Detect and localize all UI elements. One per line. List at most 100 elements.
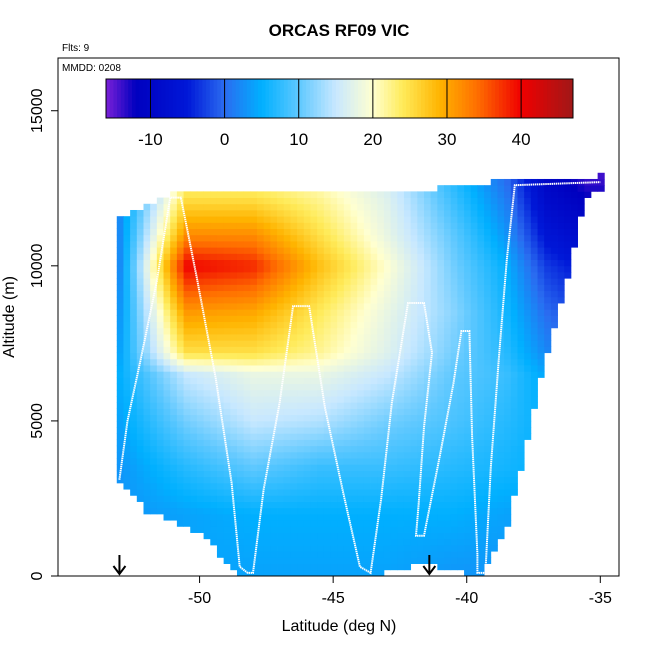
- heatmap-cell: [277, 210, 284, 217]
- heatmap-cell: [377, 303, 384, 310]
- colorbar-segment: [373, 79, 377, 118]
- heatmap-cell: [277, 266, 284, 273]
- heatmap-cell: [317, 533, 324, 540]
- heatmap-cell: [217, 284, 224, 291]
- heatmap-cell: [497, 495, 504, 502]
- heatmap-cell: [224, 309, 231, 316]
- heatmap-cell: [504, 458, 511, 465]
- heatmap-cell: [391, 514, 398, 521]
- heatmap-cell: [290, 359, 297, 366]
- heatmap-cell: [290, 253, 297, 260]
- heatmap-cell: [384, 278, 391, 285]
- heatmap-cell: [217, 483, 224, 490]
- heatmap-cell: [310, 191, 317, 198]
- colorbar-segment: [328, 79, 332, 118]
- heatmap-cell: [564, 210, 571, 217]
- heatmap-cell: [464, 564, 471, 571]
- heatmap-cell: [397, 421, 404, 428]
- heatmap-cell: [531, 359, 538, 366]
- heatmap-cell: [197, 365, 204, 372]
- heatmap-cell: [371, 409, 378, 416]
- heatmap-cell: [217, 545, 224, 552]
- heatmap-cell: [277, 564, 284, 571]
- heatmap-cell: [444, 253, 451, 260]
- heatmap-cell: [451, 185, 458, 192]
- heatmap-cell: [123, 266, 130, 273]
- heatmap-cell: [517, 216, 524, 223]
- heatmap-cell: [484, 303, 491, 310]
- heatmap-cell: [391, 346, 398, 353]
- heatmap-cell: [217, 359, 224, 366]
- heatmap-cell: [143, 433, 150, 440]
- heatmap-cell: [190, 458, 197, 465]
- heatmap-cell: [264, 235, 271, 242]
- colorbar-segment: [562, 79, 566, 118]
- heatmap-cell: [511, 247, 518, 254]
- heatmap-cell: [391, 260, 398, 267]
- heatmap-cell: [391, 328, 398, 335]
- heatmap-cell: [197, 415, 204, 422]
- heatmap-cell: [217, 210, 224, 217]
- colorbar-segment: [510, 79, 514, 118]
- heatmap-cell: [190, 502, 197, 509]
- heatmap-cell: [531, 340, 538, 347]
- heatmap-cell: [457, 514, 464, 521]
- heatmap-cell: [250, 415, 257, 422]
- heatmap-cell: [310, 253, 317, 260]
- heatmap-cell: [257, 421, 264, 428]
- heatmap-cell: [284, 229, 291, 236]
- heatmap-cell: [511, 266, 518, 273]
- heatmap-cell: [417, 272, 424, 279]
- heatmap-cell: [437, 309, 444, 316]
- heatmap-cell: [337, 322, 344, 329]
- heatmap-cell: [511, 365, 518, 372]
- heatmap-cell: [571, 241, 578, 248]
- heatmap-cell: [197, 402, 204, 409]
- heatmap-cell: [170, 464, 177, 471]
- heatmap-cell: [558, 229, 565, 236]
- heatmap-cell: [143, 353, 150, 360]
- heatmap-cell: [351, 396, 358, 403]
- heatmap-cell: [330, 346, 337, 353]
- heatmap-cell: [337, 508, 344, 515]
- heatmap-cell: [270, 533, 277, 540]
- heatmap-cell: [524, 322, 531, 329]
- heatmap-cell: [184, 353, 191, 360]
- colorbar-segment: [276, 79, 280, 118]
- heatmap-cell: [284, 564, 291, 571]
- heatmap-cell: [451, 210, 458, 217]
- colorbar-segment: [566, 79, 570, 118]
- heatmap-cell: [531, 315, 538, 322]
- heatmap-cell: [344, 229, 351, 236]
- colorbar-segment: [406, 79, 410, 118]
- heatmap-cell: [397, 557, 404, 564]
- heatmap-cell: [357, 489, 364, 496]
- heatmap-cell: [357, 557, 364, 564]
- heatmap-cell: [317, 309, 324, 316]
- heatmap-cell: [404, 365, 411, 372]
- heatmap-cell: [404, 402, 411, 409]
- heatmap-cell: [351, 446, 358, 453]
- heatmap-cell: [143, 477, 150, 484]
- heatmap-cell: [491, 229, 498, 236]
- heatmap-cell: [290, 526, 297, 533]
- heatmap-cell: [217, 291, 224, 298]
- heatmap-cell: [484, 247, 491, 254]
- heatmap-cell: [377, 557, 384, 564]
- heatmap-cell: [411, 253, 418, 260]
- heatmap-cell: [123, 272, 130, 279]
- heatmap-cell: [330, 402, 337, 409]
- heatmap-cell: [330, 191, 337, 198]
- heatmap-cell: [437, 229, 444, 236]
- heatmap-cell: [417, 520, 424, 527]
- heatmap-cell: [377, 390, 384, 397]
- heatmap-cell: [551, 284, 558, 291]
- heatmap-cell: [157, 303, 164, 310]
- heatmap-cell: [197, 222, 204, 229]
- heatmap-cell: [538, 346, 545, 353]
- heatmap-cell: [344, 198, 351, 205]
- heatmap-cell: [451, 564, 458, 571]
- heatmap-cell: [290, 396, 297, 403]
- heatmap-cell: [324, 235, 331, 242]
- heatmap-cell: [477, 241, 484, 248]
